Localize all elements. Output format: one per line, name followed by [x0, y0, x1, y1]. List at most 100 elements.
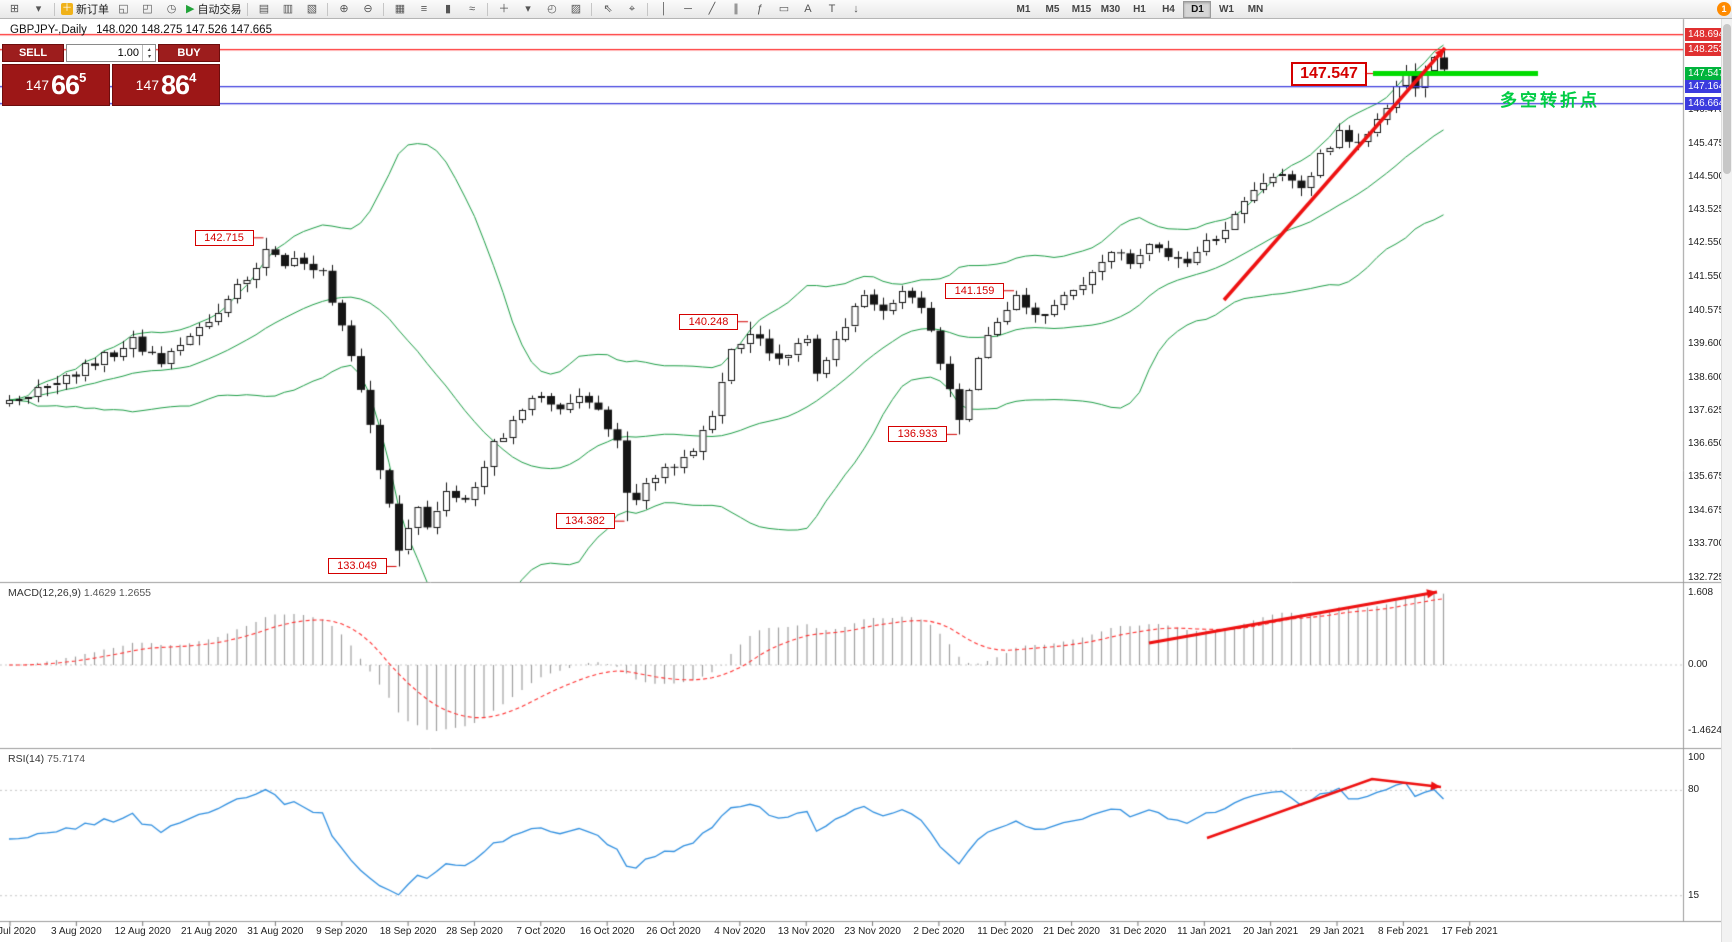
- cursor-button[interactable]: ⇖: [596, 1, 619, 17]
- new-order-button[interactable]: ＋新订单: [59, 1, 111, 17]
- macd-name: MACD(12,26,9): [8, 587, 81, 599]
- new-chart-icon: ⊞: [9, 2, 20, 15]
- price-callout-133.049[interactable]: 133.049: [327, 558, 387, 575]
- date-label-18-Sep-2020: 18 Sep 2020: [379, 926, 437, 937]
- templates-button[interactable]: ▨: [564, 1, 587, 17]
- timeframe-mn-button[interactable]: MN: [1247, 3, 1264, 15]
- price-marker-148.253: 148.253: [1685, 42, 1728, 56]
- grid-button[interactable]: ▦: [388, 1, 411, 17]
- date-label-4-Nov-2020: 4 Nov 2020: [714, 926, 766, 937]
- cursor-icon: ⇖: [603, 2, 613, 15]
- timeframe-m30-button[interactable]: M30: [1100, 3, 1121, 15]
- line-chart-button[interactable]: ≈: [460, 1, 483, 17]
- text-icon: A: [804, 2, 812, 15]
- price-tick-133.700: 133.700: [1688, 538, 1725, 550]
- volume-down-arrow[interactable]: ▾: [147, 54, 151, 60]
- sell-price-int: 147: [25, 77, 50, 93]
- data-window-button[interactable]: ◰: [136, 1, 159, 17]
- chart-profiles-button[interactable]: ▾: [27, 1, 50, 17]
- crosshair-button[interactable]: ⌖: [620, 1, 643, 17]
- channel-button[interactable]: ∥: [724, 1, 747, 17]
- trendline-button[interactable]: ╱: [700, 1, 723, 17]
- timeframe-d1-button[interactable]: D1: [1183, 0, 1212, 18]
- new-chart-button[interactable]: ⊞: [3, 1, 26, 17]
- chart-profiles-icon: ▾: [35, 2, 42, 15]
- text-button[interactable]: A: [796, 1, 819, 17]
- vertical-line-button[interactable]: │: [652, 1, 675, 17]
- arrow-tools-button[interactable]: ↓: [844, 1, 867, 17]
- autotrading-icon: ▶: [186, 2, 195, 15]
- cascade-windows-button[interactable]: ▥: [276, 1, 299, 17]
- date-label-9-Sep-2020: 9 Sep 2020: [316, 926, 368, 937]
- buy-price-int: 147: [135, 77, 160, 93]
- price-callout-147547[interactable]: 147.547: [1291, 61, 1367, 86]
- tile-windows-icon: ▤: [258, 2, 270, 15]
- tile-windows-button[interactable]: ▤: [252, 1, 275, 17]
- turning-point-annotation[interactable]: 多空转折点: [1500, 91, 1600, 110]
- price-tick-145.475: 145.475: [1688, 138, 1725, 149]
- horizontal-line-button[interactable]: ─: [676, 1, 699, 17]
- price-marker-148.694: 148.694: [1685, 27, 1728, 41]
- date-label-7-Oct-2020: 7 Oct 2020: [516, 926, 566, 937]
- candlestick-chart-button[interactable]: ▮: [436, 1, 459, 17]
- date-label-21-Dec-2020: 21 Dec 2020: [1043, 926, 1100, 937]
- indicators-button[interactable]: ＋: [492, 1, 515, 17]
- candlestick-chart-icon: ▮: [444, 2, 451, 15]
- timeframe-w1-button[interactable]: W1: [1218, 3, 1234, 15]
- autotrading-button[interactable]: ▶ 自动交易: [184, 1, 243, 17]
- buy-button[interactable]: BUY: [158, 44, 220, 62]
- bar-chart-icon: ≡: [420, 2, 428, 15]
- sell-button[interactable]: SELL: [2, 44, 64, 62]
- indicators-icon: ＋: [498, 2, 510, 15]
- price-tick-143.525: 143.525: [1688, 204, 1725, 216]
- strategy-tester-button[interactable]: ◷: [160, 1, 183, 17]
- chart-title: GBPJPY-,Daily 148.020 148.275 147.526 14…: [10, 24, 272, 36]
- chart-ohlc-values: 148.020 148.275 147.526 147.665: [96, 24, 272, 36]
- timeframe-m1-button[interactable]: M1: [1016, 3, 1031, 15]
- arrange-windows-button[interactable]: ▧: [300, 1, 323, 17]
- timeframe-h4-button[interactable]: H4: [1162, 3, 1175, 15]
- timeframe-h1-button[interactable]: H1: [1133, 3, 1146, 15]
- toolbar-separator: [647, 2, 649, 16]
- date-label-11-Jan-2021: 11 Jan 2021: [1177, 926, 1232, 937]
- shapes-button[interactable]: ▭: [772, 1, 795, 17]
- date-label-20-Jan-2021: 20 Jan 2021: [1243, 926, 1299, 937]
- price-callout-141.159[interactable]: 141.159: [945, 282, 1004, 299]
- vertical-scrollbar[interactable]: [1721, 0, 1732, 942]
- notification-badge[interactable]: 1: [1717, 2, 1731, 16]
- buy-price-display[interactable]: 147 86 4: [112, 64, 220, 106]
- toolbar-separator: [383, 2, 385, 16]
- timeframe-m15-button[interactable]: M15: [1071, 3, 1092, 15]
- bar-chart-button[interactable]: ≡: [412, 1, 435, 17]
- label-button[interactable]: T: [820, 1, 843, 17]
- sell-price-display[interactable]: 147 66 5: [2, 64, 110, 106]
- scrollbar-thumb[interactable]: [1723, 24, 1731, 174]
- zoom-in-button[interactable]: ⊕: [332, 1, 355, 17]
- periods-button[interactable]: ◴: [540, 1, 563, 17]
- price-callout-140.248[interactable]: 140.248: [679, 313, 738, 330]
- zoom-out-button[interactable]: ⊖: [356, 1, 379, 17]
- date-label-23-Nov-2020: 23 Nov 2020: [844, 926, 901, 937]
- vertical-line-icon: │: [660, 2, 668, 15]
- volume-value[interactable]: 1.00: [117, 47, 139, 59]
- indicator-list-button[interactable]: ▾: [516, 1, 539, 17]
- rsi-indicator-label: RSI(14) 75.7174: [8, 753, 85, 765]
- date-label-8-Feb-2021: 8 Feb 2021: [1378, 926, 1429, 937]
- volume-spinner[interactable]: ▴ ▾: [142, 45, 155, 61]
- price-callout-134.382[interactable]: 134.382: [555, 513, 615, 530]
- price-callout-142.715[interactable]: 142.715: [194, 229, 254, 246]
- fibonacci-button[interactable]: ƒ: [748, 1, 771, 17]
- market-watch-button[interactable]: ◱: [112, 1, 135, 17]
- rsi-axis-15: 15: [1688, 889, 1700, 901]
- price-callout-136.933[interactable]: 136.933: [888, 426, 947, 443]
- grid-icon: ▦: [394, 2, 406, 15]
- volume-up-arrow[interactable]: ▴: [147, 47, 151, 53]
- price-tick-144.500: 144.500: [1688, 171, 1725, 183]
- timeframe-m5-button[interactable]: M5: [1045, 3, 1060, 15]
- sell-price-sup: 5: [79, 69, 87, 85]
- price-tick-139.600: 139.600: [1688, 337, 1725, 349]
- date-label-31-Aug-2020: 31 Aug 2020: [247, 926, 304, 937]
- volume-field[interactable]: 1.00 ▴ ▾: [66, 44, 156, 62]
- sell-price-big: 66: [51, 69, 80, 100]
